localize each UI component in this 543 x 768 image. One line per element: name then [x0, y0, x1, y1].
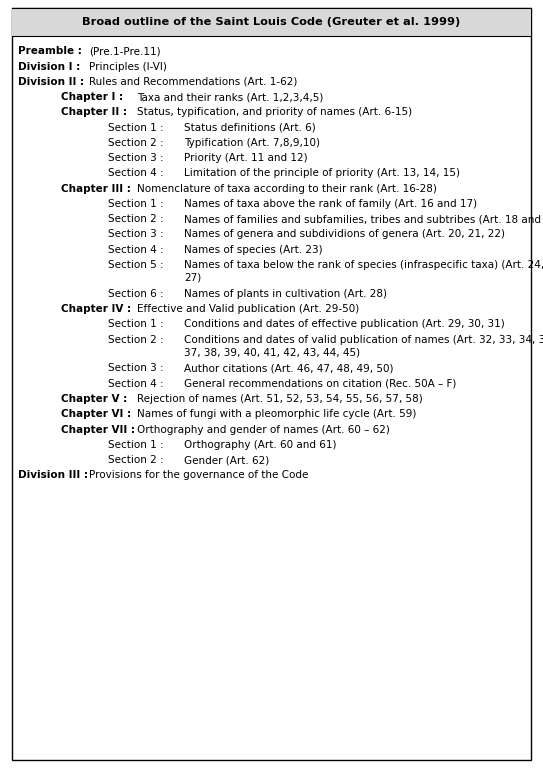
Text: Chapter IV :: Chapter IV : [61, 304, 131, 314]
Text: Preamble :: Preamble : [18, 46, 82, 56]
Text: Section 3 :: Section 3 : [109, 153, 164, 163]
Text: Section 1 :: Section 1 : [109, 199, 164, 209]
Text: General recommendations on citation (Rec. 50A – F): General recommendations on citation (Rec… [184, 379, 457, 389]
Text: Section 6 :: Section 6 : [109, 289, 164, 299]
Text: Chapter VI :: Chapter VI : [61, 409, 131, 419]
Text: Chapter I :: Chapter I : [61, 92, 123, 102]
Text: Section 2 :: Section 2 : [109, 137, 164, 147]
Text: Division II :: Division II : [18, 77, 84, 87]
Text: Names of fungi with a pleomorphic life cycle (Art. 59): Names of fungi with a pleomorphic life c… [137, 409, 416, 419]
Text: Division III :: Division III : [18, 470, 88, 480]
Text: Chapter VII :: Chapter VII : [61, 425, 135, 435]
Text: 27): 27) [184, 273, 201, 283]
Text: Orthography (Art. 60 and 61): Orthography (Art. 60 and 61) [184, 440, 337, 450]
Text: Rules and Recommendations (Art. 1-62): Rules and Recommendations (Art. 1-62) [90, 77, 298, 87]
Text: Rejection of names (Art. 51, 52, 53, 54, 55, 56, 57, 58): Rejection of names (Art. 51, 52, 53, 54,… [137, 394, 422, 404]
Text: Nomenclature of taxa according to their rank (Art. 16-28): Nomenclature of taxa according to their … [137, 184, 437, 194]
Text: 37, 38, 39, 40, 41, 42, 43, 44, 45): 37, 38, 39, 40, 41, 42, 43, 44, 45) [184, 347, 361, 358]
Text: Chapter III :: Chapter III : [61, 184, 131, 194]
Text: Gender (Art. 62): Gender (Art. 62) [184, 455, 269, 465]
Text: Principles (I-VI): Principles (I-VI) [90, 61, 167, 71]
Text: Chapter V :: Chapter V : [61, 394, 128, 404]
Text: Names of taxa below the rank of species (infraspecific taxa) (Art. 24, 25, 26,: Names of taxa below the rank of species … [184, 260, 543, 270]
Text: Priority (Art. 11 and 12): Priority (Art. 11 and 12) [184, 153, 308, 163]
Text: Section 1 :: Section 1 : [109, 440, 164, 450]
Text: Status, typification, and priority of names (Art. 6-15): Status, typification, and priority of na… [137, 108, 412, 118]
Text: Chapter II :: Chapter II : [61, 108, 127, 118]
Text: Provisions for the governance of the Code: Provisions for the governance of the Cod… [90, 470, 309, 480]
Text: Names of families and subfamilies, tribes and subtribes (Art. 18 and 19): Names of families and subfamilies, tribe… [184, 214, 543, 224]
Text: Section 4 :: Section 4 : [109, 244, 164, 255]
Text: Section 3 :: Section 3 : [109, 363, 164, 373]
Text: Names of species (Art. 23): Names of species (Art. 23) [184, 244, 323, 255]
Text: Taxa and their ranks (Art. 1,2,3,4,5): Taxa and their ranks (Art. 1,2,3,4,5) [137, 92, 323, 102]
Text: Section 4 :: Section 4 : [109, 168, 164, 178]
Text: Names of taxa above the rank of family (Art. 16 and 17): Names of taxa above the rank of family (… [184, 199, 477, 209]
Text: Names of genera and subdividions of genera (Art. 20, 21, 22): Names of genera and subdividions of gene… [184, 230, 505, 240]
Bar [11, 8, 532, 36]
Text: Limitation of the principle of priority (Art. 13, 14, 15): Limitation of the principle of priority … [184, 168, 460, 178]
Text: Author citations (Art. 46, 47, 48, 49, 50): Author citations (Art. 46, 47, 48, 49, 5… [184, 363, 394, 373]
Text: Division I :: Division I : [18, 61, 80, 71]
Text: Section 2 :: Section 2 : [109, 455, 164, 465]
Text: Broad outline of the Saint Louis Code (Greuter et al. 1999): Broad outline of the Saint Louis Code (G… [83, 17, 460, 27]
Text: Names of plants in cultivation (Art. 28): Names of plants in cultivation (Art. 28) [184, 289, 387, 299]
Text: Section 1 :: Section 1 : [109, 123, 164, 133]
Text: Typification (Art. 7,8,9,10): Typification (Art. 7,8,9,10) [184, 137, 320, 147]
Text: Effective and Valid publication (Art. 29-50): Effective and Valid publication (Art. 29… [137, 304, 359, 314]
Text: Section 3 :: Section 3 : [109, 230, 164, 240]
Text: (Pre.1-Pre.11): (Pre.1-Pre.11) [90, 46, 161, 56]
Text: Status definitions (Art. 6): Status definitions (Art. 6) [184, 123, 316, 133]
Text: Section 1 :: Section 1 : [109, 319, 164, 329]
Text: Conditions and dates of effective publication (Art. 29, 30, 31): Conditions and dates of effective public… [184, 319, 505, 329]
Text: Conditions and dates of valid publication of names (Art. 32, 33, 34, 35, 36,: Conditions and dates of valid publicatio… [184, 335, 543, 345]
Text: Section 2 :: Section 2 : [109, 214, 164, 224]
Text: Section 4 :: Section 4 : [109, 379, 164, 389]
Text: Section 5 :: Section 5 : [109, 260, 164, 270]
Text: Orthography and gender of names (Art. 60 – 62): Orthography and gender of names (Art. 60… [137, 425, 390, 435]
Text: Section 2 :: Section 2 : [109, 335, 164, 345]
